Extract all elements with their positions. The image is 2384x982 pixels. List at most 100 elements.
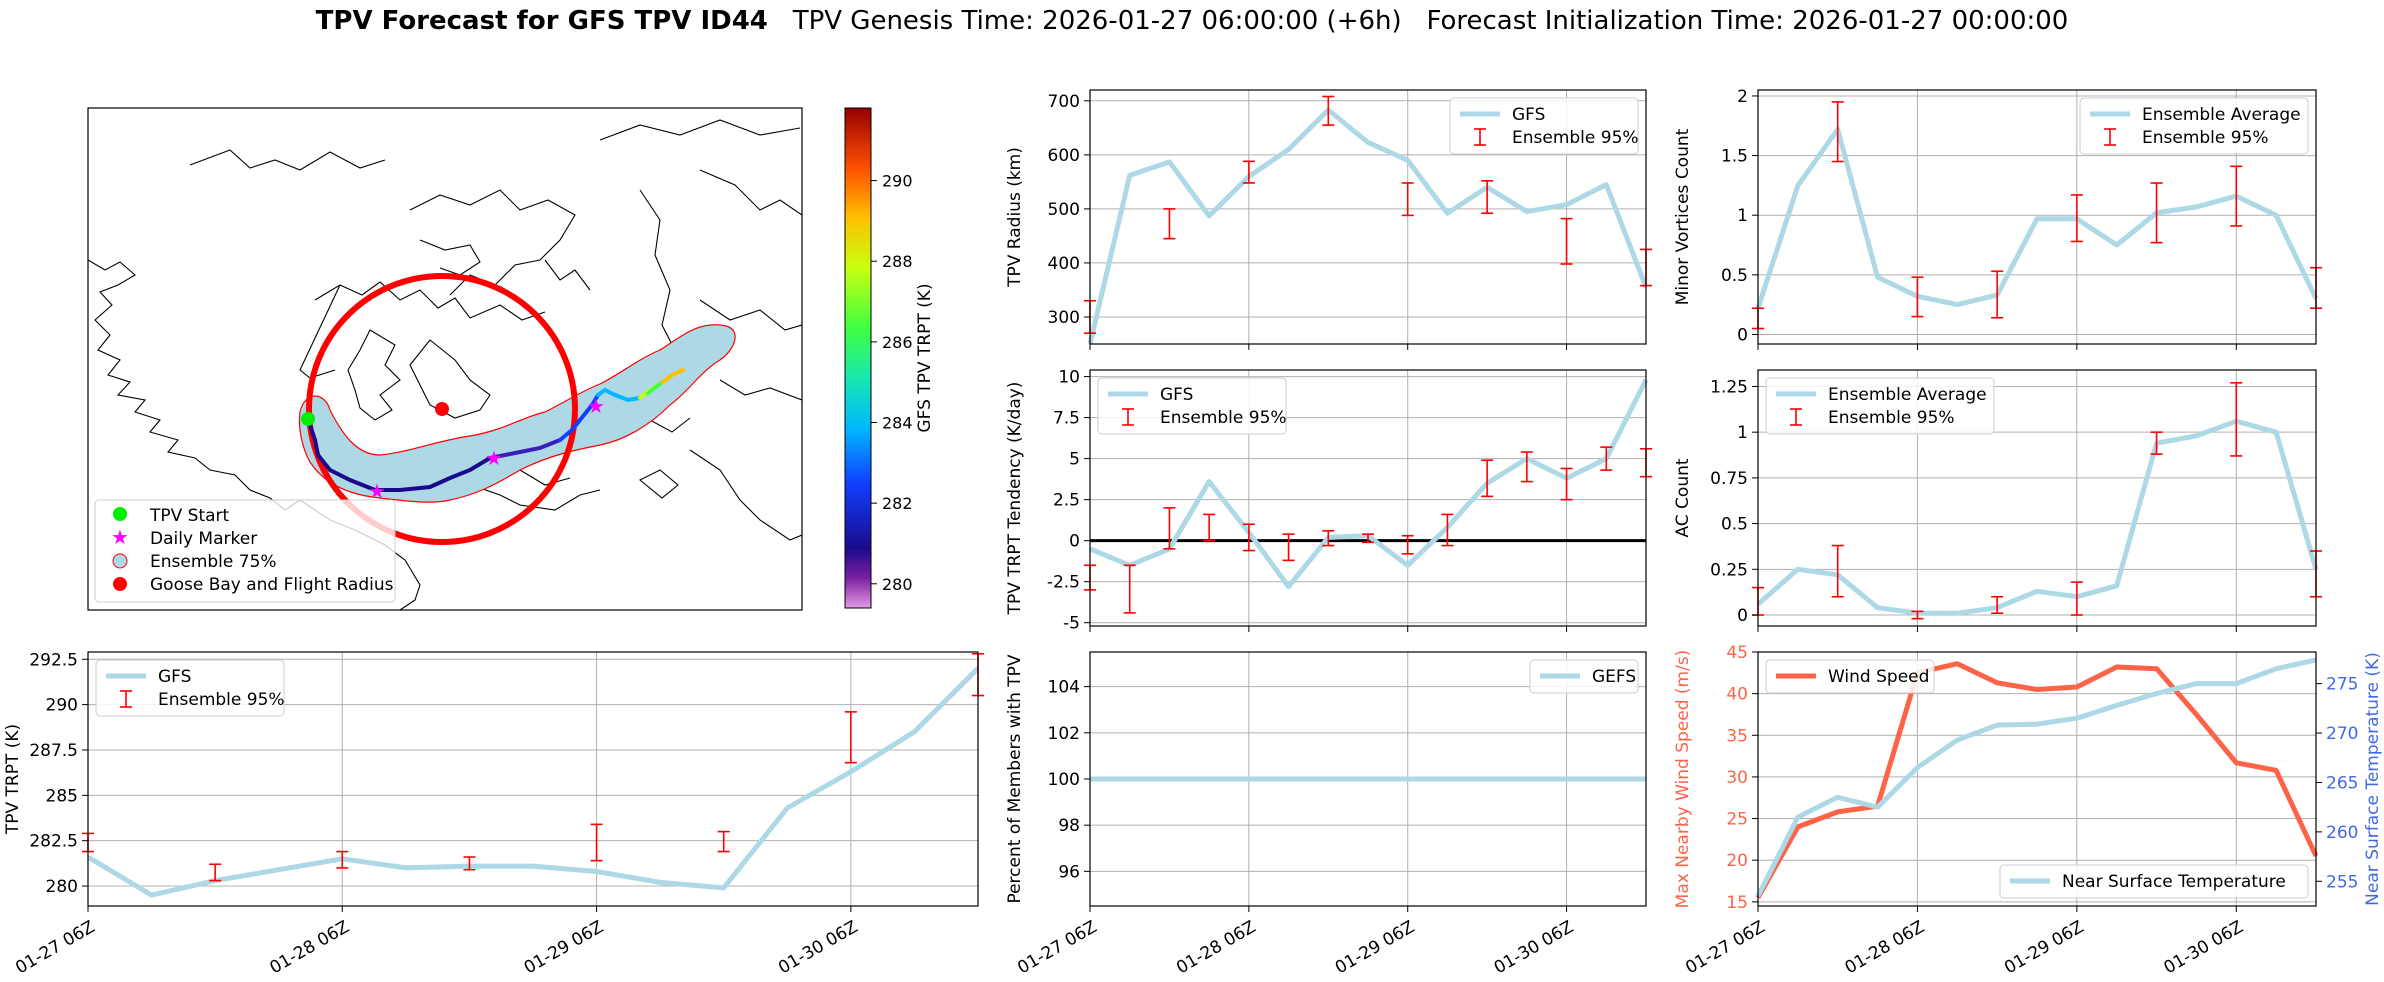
ytick-label: 1 — [1737, 206, 1748, 226]
ytick-label: 2.5 — [1053, 491, 1080, 511]
ytick-label: 1.5 — [1721, 147, 1748, 167]
ytick-right-label: 260 — [2326, 823, 2358, 843]
colorbar-tick-label-3: 286 — [882, 333, 913, 352]
tpv-track — [306, 368, 685, 492]
series-line-ac-0 — [1756, 418, 2319, 616]
axes-frame — [1089, 89, 1647, 345]
xtick-label: 01-27 06Z — [1682, 917, 1768, 978]
legend-label: Ensemble Average — [2142, 105, 2301, 125]
axes-frame — [1757, 369, 2317, 627]
legend-label: Ensemble 95% — [1828, 408, 1955, 428]
colorbar-tick-label-0: 280 — [882, 575, 913, 594]
ytick-label: -2.5 — [1047, 573, 1080, 593]
ytick-label: 0 — [1737, 606, 1748, 626]
ytick-label: 96 — [1058, 862, 1080, 882]
legend-wind: Near Surface Temperature — [1999, 864, 2309, 899]
legend-ac: Ensemble Average Ensemble 95% — [1765, 377, 1995, 435]
y-axis-label: TPV TRPT Tendency (K/day) — [1005, 382, 1025, 616]
ytick-label: 0.25 — [1710, 560, 1748, 580]
map-legend: ★ TPV Start Daily Marker Ensemble 75% Go… — [94, 499, 396, 603]
legend-label: Ensemble 95% — [1160, 408, 1287, 428]
legend-label: Ensemble Average — [1828, 385, 1987, 405]
legend-box — [2079, 97, 2309, 155]
ytick-label: 0.75 — [1710, 469, 1748, 489]
ytick-label: 15 — [1726, 893, 1748, 913]
y-axis-label-right: Near Surface Temperature (K) — [2363, 652, 2383, 906]
xtick-label: 01-29 06Z — [1332, 917, 1418, 978]
xtick-label: 01-27 06Z — [1014, 917, 1100, 978]
colorbar-tick-label-4: 288 — [882, 252, 913, 271]
xtick-label: 01-30 06Z — [2160, 917, 2246, 978]
series-line-wind-0 — [1755, 661, 2319, 899]
ytick-label: 300 — [1048, 308, 1080, 328]
ytick-label: 40 — [1726, 685, 1748, 705]
ytick-label: 5 — [1069, 450, 1080, 470]
map-legend-start: TPV Start — [149, 506, 230, 526]
xtick-label: 01-27 06Z — [12, 917, 98, 978]
legend-label: GFS — [1160, 385, 1193, 405]
y-axis-label: TPV Radius (km) — [1005, 147, 1025, 288]
daily-marker-2: ★ — [485, 446, 503, 470]
plot-area — [1758, 652, 2316, 906]
ytick-right-label: 265 — [2326, 773, 2358, 793]
legend-label: Ensemble 95% — [2142, 128, 2269, 148]
ytick-label: 30 — [1726, 768, 1748, 788]
ytick-right-label: 270 — [2326, 724, 2358, 744]
colorbar: 280 282 284 286 288 290 GFS TPV TRPT (K) — [844, 107, 935, 609]
series-line-wind-1 — [1755, 657, 2317, 898]
ytick-label: 1 — [1737, 423, 1748, 443]
legend-label: Wind Speed — [1828, 667, 1929, 687]
axes-frame — [1757, 651, 2317, 907]
map-legend-ensemble: Ensemble 75% — [150, 552, 277, 572]
chart-radius: 300 400 500 600 700 TPV Radius (km) GFS Ensembl… — [1005, 89, 1652, 350]
colorbar-tick-label-2: 284 — [882, 414, 913, 433]
map-panel: ★ ★ ★ ★ TPV Start Daily Marker Ensemble … — [87, 107, 935, 611]
ytick-label: 0 — [1069, 532, 1080, 552]
map-legend-daily: Daily Marker — [150, 529, 257, 549]
ytick-label: 10 — [1058, 368, 1080, 388]
series-line-trpt-0 — [86, 666, 980, 898]
y-axis-label: Minor Vortices Count — [1673, 128, 1693, 305]
axes-frame — [1757, 89, 2317, 345]
legend-box — [1529, 659, 1639, 694]
title-genesis: TPV Genesis Time: 2026-01-27 06:00:00 (+… — [792, 6, 1402, 36]
ytick-label: 500 — [1048, 200, 1080, 220]
flight-radius-circle — [306, 273, 578, 545]
xtick-label: 01-28 06Z — [266, 917, 352, 978]
legend-tendency: GFS Ensemble 95% — [1097, 377, 1287, 435]
ytick-label: 700 — [1048, 92, 1080, 112]
chart-minor: 0 0.5 1 1.5 2 Minor Vortices Count Ensemble Av… — [1673, 87, 2322, 350]
title-init: Forecast Initialization Time: 2026-01-27… — [1426, 6, 2069, 36]
legend-trpt: GFS Ensemble 95% — [95, 659, 285, 717]
series-line-minor-0 — [1755, 126, 2319, 309]
ytick-label: 104 — [1048, 678, 1080, 698]
colorbar-tick-label-5: 290 — [882, 172, 913, 191]
ytick-label: -5 — [1063, 614, 1080, 634]
chart-tendency: -5 -2.5 0 2.5 5 7.5 10 TPV TRPT Tendency (K/day… — [1005, 368, 1652, 634]
xtick-label: 01-30 06Z — [775, 917, 861, 978]
ytick-label: 0.5 — [1721, 515, 1748, 535]
ytick-right-label: 255 — [2326, 872, 2358, 892]
y-axis-label: Max Nearby Wind Speed (m/s) — [1673, 650, 1693, 909]
ytick-label: 100 — [1048, 770, 1080, 790]
ytick-label: 292.5 — [29, 650, 78, 670]
map-legend-goosebay: Goose Bay and Flight Radius — [150, 575, 394, 595]
xtick-label: 01-29 06Z — [521, 917, 607, 978]
legend-box — [1765, 659, 1935, 694]
axes-frame — [1089, 369, 1647, 627]
series-line-radius-0 — [1087, 107, 1649, 345]
goose-bay-marker — [435, 402, 449, 416]
ytick-label: 35 — [1726, 726, 1748, 746]
chart-wind: 15 20 25 30 35 40 45 Max Nearby Wind Speed (m/s… — [1673, 643, 2383, 978]
y-axis-label: AC Count — [1673, 458, 1693, 537]
ytick-label: 287.5 — [29, 741, 78, 761]
legend-label: Ensemble 95% — [158, 690, 285, 710]
ytick-label: 400 — [1048, 254, 1080, 274]
title-bold: TPV Forecast for GFS TPV ID44 — [315, 6, 768, 36]
ytick-label: 282.5 — [29, 832, 78, 852]
ytick-label: 2 — [1737, 87, 1748, 107]
ytick-label: 0.5 — [1721, 266, 1748, 286]
legend-box — [1999, 864, 2309, 899]
y-axis-label: TPV TRPT (K) — [3, 724, 23, 835]
